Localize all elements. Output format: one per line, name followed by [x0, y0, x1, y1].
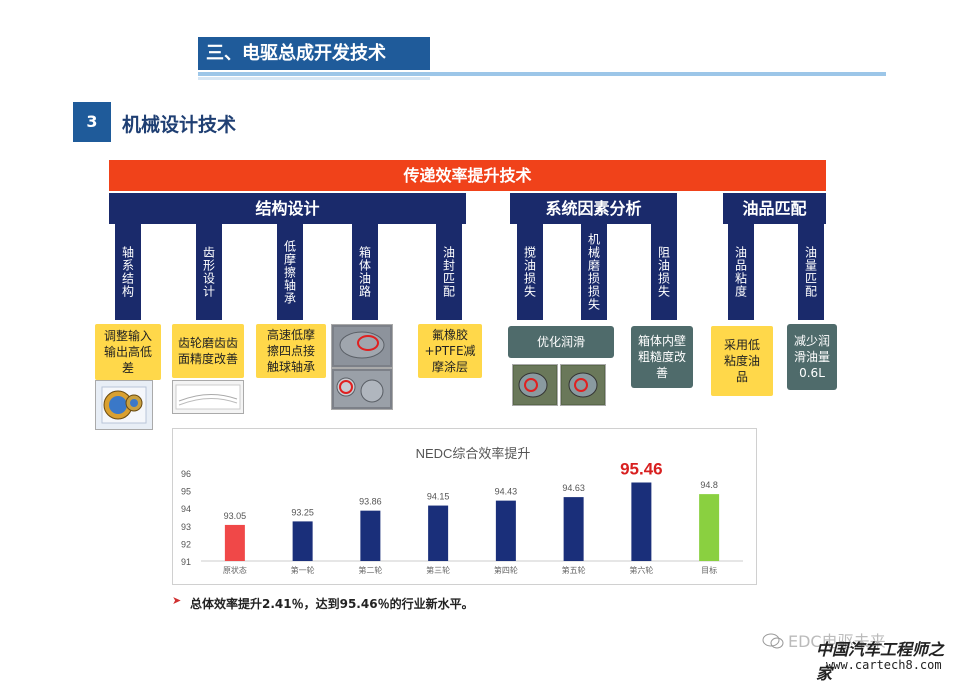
sub-item-tooth: 齿形设计: [196, 224, 222, 320]
sub-item-label: 油量匹配: [803, 246, 818, 298]
bar: [699, 494, 720, 561]
watermark-account: EDC电驱未来: [788, 632, 886, 651]
sub-item-housing: 箱体油路: [352, 224, 378, 320]
bullet-arrow-icon: ➤: [172, 594, 182, 607]
y-tick-label: 96: [181, 469, 191, 479]
bar-value-label: 94.63: [562, 483, 585, 493]
bar-value-label: 93.86: [359, 497, 382, 507]
bar: [292, 521, 313, 561]
x-category-label: 第二轮: [358, 565, 382, 575]
sub-item-volume: 油量匹配: [798, 224, 824, 320]
x-category-label: 原状态: [223, 565, 247, 575]
y-tick-label: 91: [181, 557, 191, 567]
bar: [563, 497, 584, 561]
solution-seal: 氟橡胶+PTFE减摩涂层: [418, 324, 482, 378]
banner-title: 传递效率提升技术: [109, 160, 826, 191]
solution-bearing: 高速低摩擦四点接触球轴承: [256, 324, 326, 378]
gear-surface-image: [172, 380, 244, 414]
sub-item-label: 箱体油路: [357, 246, 372, 298]
sub-item-label: 低摩擦轴承: [282, 239, 297, 305]
y-tick-label: 95: [181, 487, 191, 497]
sub-item-label: 油品粘度: [733, 246, 748, 298]
section-number: 3: [73, 102, 111, 142]
lubrication-image-2: [560, 364, 606, 406]
bar-value-label: 95.46: [620, 460, 663, 479]
solution-oil-volume: 减少润滑油量0.6L: [787, 324, 837, 390]
category-oil: 油品匹配: [723, 193, 826, 224]
sub-item-wear: 机械磨损损失: [581, 224, 607, 320]
solution-roughness: 箱体内壁粗糙度改善: [631, 326, 693, 388]
x-category-label: 第五轮: [562, 565, 586, 575]
bar: [360, 510, 381, 561]
x-category-label: 第三轮: [426, 565, 450, 575]
header-divider: [198, 72, 886, 76]
solution-gear-grinding: 齿轮磨齿齿面精度改善: [172, 324, 244, 378]
y-tick-label: 92: [181, 539, 191, 549]
sub-item-bearing: 低摩擦轴承: [277, 224, 303, 320]
sub-item-label: 轴系结构: [120, 246, 135, 298]
sub-item-label: 机械磨损损失: [586, 233, 601, 311]
solution-lubrication: 优化润滑: [508, 326, 614, 358]
housing-oil-path-image-2: [331, 368, 393, 410]
x-category-label: 目标: [701, 565, 717, 575]
sub-item-label: 齿形设计: [201, 246, 216, 298]
summary-note: 总体效率提升2.41％，达到95.46％的行业新水平。: [190, 597, 474, 611]
category-structure: 结构设计: [109, 193, 466, 224]
x-category-label: 第四轮: [494, 565, 518, 575]
sub-item-churning: 搅油损失: [517, 224, 543, 320]
bar-value-label: 93.25: [291, 507, 314, 517]
x-category-label: 第六轮: [629, 565, 653, 575]
header-divider-shadow: [198, 77, 430, 80]
solution-low-viscosity: 采用低粘度油品: [711, 326, 773, 396]
wechat-icon: [762, 632, 784, 650]
bar: [495, 500, 516, 561]
sub-item-label: 阻油损失: [656, 246, 671, 298]
section-title: 机械设计技术: [122, 114, 237, 136]
sub-item-drag: 阻油损失: [651, 224, 677, 320]
shaft-diagram-image: [95, 380, 153, 430]
sub-item-label: 搅油损失: [522, 246, 537, 298]
bar-value-label: 93.05: [224, 511, 247, 521]
x-category-label: 第一轮: [291, 565, 315, 575]
housing-oil-path-image-1: [331, 324, 393, 368]
bar: [428, 505, 449, 561]
sub-item-viscosity: 油品粘度: [728, 224, 754, 320]
solution-height-diff: 调整输入输出高低差: [95, 324, 161, 380]
category-system: 系统因素分析: [510, 193, 677, 224]
bar-value-label: 94.43: [495, 487, 518, 497]
bar-value-label: 94.15: [427, 492, 450, 502]
bar: [631, 482, 652, 561]
chart-title: NEDC综合效率提升: [416, 446, 531, 461]
lubrication-image-1: [512, 364, 558, 406]
header-title: 三、电驱总成开发技术: [198, 37, 430, 70]
y-tick-label: 93: [181, 522, 191, 532]
efficiency-chart: NEDC综合效率提升 91 92 93 94 95 96 93.05 原状态 93.25 第一轮 9…: [172, 428, 757, 585]
bar: [224, 524, 245, 561]
sub-item-seal: 油封匹配: [436, 224, 462, 320]
sub-item-shaft: 轴系结构: [115, 224, 141, 320]
sub-item-label: 油封匹配: [441, 246, 456, 298]
watermark-url: www.cartech8.com: [826, 658, 942, 672]
y-tick-label: 94: [181, 504, 191, 514]
bar-value-label: 94.8: [700, 480, 718, 490]
efficiency-chart-svg: NEDC综合效率提升 91 92 93 94 95 96 93.05 原状态 93.25 第一轮 9…: [181, 446, 743, 575]
